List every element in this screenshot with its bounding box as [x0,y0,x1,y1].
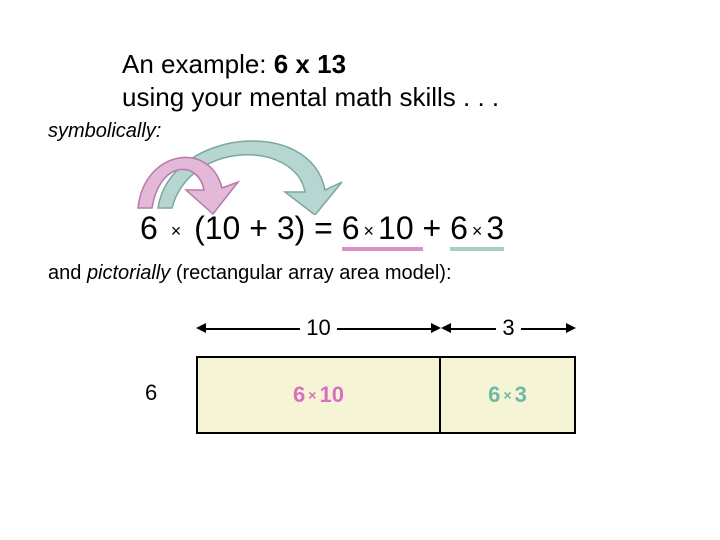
eq-10: 10 [378,210,414,246]
box-left-a: 6 [293,382,305,408]
dimension-row: 10 3 [196,315,576,345]
eq-term-teal: 6×3 [450,210,504,251]
dim-group-10: 10 [196,315,441,341]
title-prefix: An example: [122,49,274,79]
title-bold: 6 x 13 [274,49,346,79]
box-right-b: 3 [515,382,527,408]
title-line2: using your mental math skills . . . [122,82,499,112]
side-label-6: 6 [145,380,157,406]
dim-group-3: 3 [441,315,576,341]
array-model: 6 × 10 6 × 3 [196,356,576,434]
dim-label-3: 3 [496,315,520,341]
eq-3: 3 [486,210,504,246]
title-block: An example: 6 x 13 using your mental mat… [122,48,499,113]
teal-arrow-path [158,141,342,215]
box-left-mult: × [305,387,319,403]
pictorially-label: and pictorially (rectangular array area … [48,262,452,285]
eq-mult3: × [468,221,487,241]
box-6x3: 6 × 3 [441,356,576,434]
eq-6b: 6 [342,210,360,246]
box-6x10: 6 × 10 [196,356,441,434]
eq-mult2: × [360,221,379,241]
teal-arrow-stroke [158,141,342,215]
teal-arrow [158,141,342,215]
eq-term-pink: 6×10 [342,210,423,251]
pict-prefix: and [48,262,87,284]
eq-paren: (10 + 3) [194,210,305,246]
box-right-mult: × [500,387,514,403]
eq-mult1: × [167,221,186,241]
eq-equals: = [314,210,342,246]
eq-6c: 6 [450,210,468,246]
pink-arrow-path [138,157,238,214]
symbolically-label: symbolically: [48,120,161,143]
pict-suffix: (rectangular array area model): [170,262,451,284]
pink-arrow-stroke [138,157,238,214]
box-right-a: 6 [488,382,500,408]
dim-label-10: 10 [300,315,336,341]
eq-6a: 6 [140,210,158,246]
arrowhead-right-icon [566,323,576,333]
eq-plus: + [423,210,451,246]
pict-ital: pictorially [87,262,170,284]
equation: 6 × (10 + 3) = 6×10 + 6×3 [140,210,504,247]
box-left-b: 10 [319,382,343,408]
pink-arrow [138,157,238,214]
arrowhead-right-icon [431,323,441,333]
